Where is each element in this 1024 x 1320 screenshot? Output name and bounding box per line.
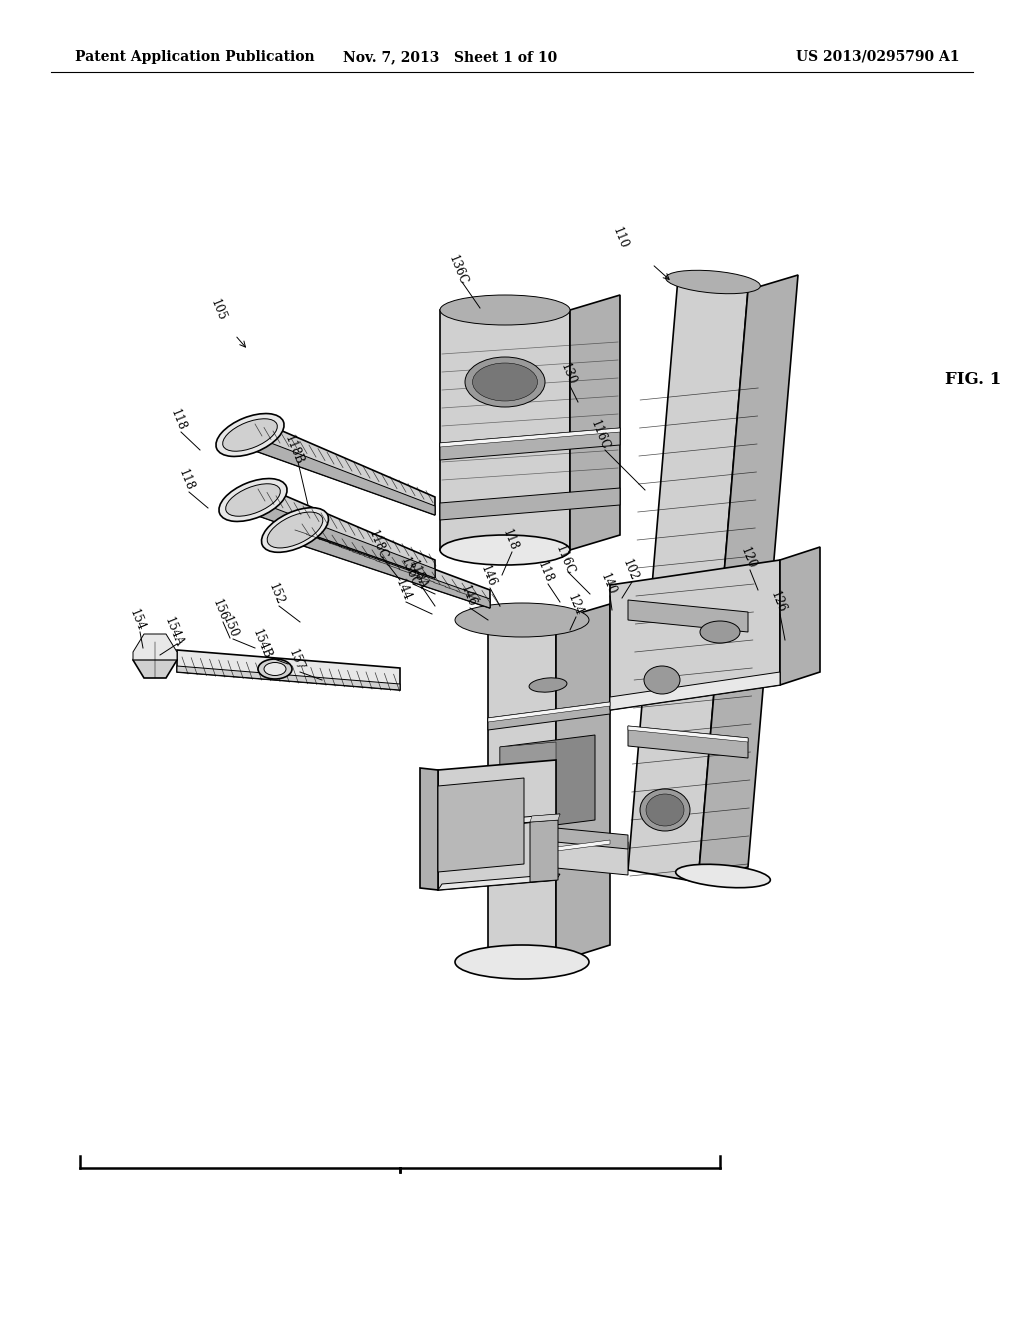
Polygon shape bbox=[570, 294, 620, 550]
Ellipse shape bbox=[440, 535, 570, 565]
Text: 152: 152 bbox=[266, 581, 286, 607]
Polygon shape bbox=[440, 310, 570, 550]
Ellipse shape bbox=[646, 795, 684, 826]
Text: 136C: 136C bbox=[446, 253, 470, 286]
Text: Patent Application Publication: Patent Application Publication bbox=[75, 50, 314, 63]
Text: 150: 150 bbox=[220, 614, 241, 640]
Polygon shape bbox=[438, 760, 556, 830]
Ellipse shape bbox=[455, 945, 589, 979]
Ellipse shape bbox=[700, 620, 740, 643]
Text: 118B: 118B bbox=[283, 433, 306, 467]
Text: 146: 146 bbox=[478, 564, 499, 589]
Text: 118: 118 bbox=[500, 527, 520, 553]
Polygon shape bbox=[250, 417, 435, 515]
Polygon shape bbox=[438, 814, 560, 830]
Ellipse shape bbox=[222, 418, 278, 451]
Polygon shape bbox=[610, 560, 780, 710]
Polygon shape bbox=[438, 820, 556, 890]
Text: 124: 124 bbox=[565, 593, 585, 618]
Polygon shape bbox=[628, 726, 748, 758]
Polygon shape bbox=[500, 735, 595, 832]
Ellipse shape bbox=[267, 512, 323, 548]
Polygon shape bbox=[295, 517, 490, 609]
Text: 116C: 116C bbox=[553, 543, 577, 577]
Polygon shape bbox=[488, 702, 610, 722]
Text: 154A: 154A bbox=[162, 615, 185, 648]
Text: 105: 105 bbox=[208, 297, 228, 323]
Ellipse shape bbox=[455, 603, 589, 638]
Polygon shape bbox=[530, 820, 558, 882]
Text: FIG. 1: FIG. 1 bbox=[945, 371, 1001, 388]
Text: 118A: 118A bbox=[407, 558, 430, 591]
Text: 126: 126 bbox=[768, 589, 788, 615]
Polygon shape bbox=[488, 702, 610, 730]
Text: Nov. 7, 2013   Sheet 1 of 10: Nov. 7, 2013 Sheet 1 of 10 bbox=[343, 50, 557, 63]
Text: 140: 140 bbox=[598, 572, 618, 597]
Polygon shape bbox=[628, 279, 748, 882]
Text: 130: 130 bbox=[558, 362, 579, 387]
Text: 118: 118 bbox=[176, 467, 197, 492]
Ellipse shape bbox=[465, 356, 545, 407]
Polygon shape bbox=[780, 546, 820, 685]
Text: 154: 154 bbox=[127, 607, 147, 632]
Polygon shape bbox=[488, 620, 556, 962]
Polygon shape bbox=[133, 642, 177, 678]
Polygon shape bbox=[440, 488, 620, 520]
Ellipse shape bbox=[264, 663, 286, 676]
Text: 102: 102 bbox=[620, 557, 640, 582]
Polygon shape bbox=[438, 874, 560, 890]
Text: 154B: 154B bbox=[250, 627, 273, 661]
Text: 120: 120 bbox=[738, 545, 758, 570]
Text: 146: 146 bbox=[458, 583, 478, 609]
Polygon shape bbox=[610, 672, 780, 710]
Polygon shape bbox=[295, 531, 490, 609]
Polygon shape bbox=[177, 667, 400, 690]
Ellipse shape bbox=[666, 271, 761, 294]
Text: 118: 118 bbox=[535, 560, 555, 585]
Polygon shape bbox=[133, 634, 177, 660]
Polygon shape bbox=[530, 814, 560, 822]
Ellipse shape bbox=[216, 413, 284, 457]
Ellipse shape bbox=[529, 678, 567, 692]
Text: 116C: 116C bbox=[588, 418, 612, 451]
Polygon shape bbox=[438, 777, 524, 873]
Polygon shape bbox=[500, 742, 556, 832]
Ellipse shape bbox=[261, 508, 329, 552]
Polygon shape bbox=[628, 601, 748, 632]
Text: 144: 144 bbox=[393, 577, 414, 603]
Text: 157: 157 bbox=[286, 647, 306, 673]
Text: 156: 156 bbox=[210, 597, 230, 623]
Text: 118C: 118C bbox=[367, 528, 390, 562]
Polygon shape bbox=[488, 840, 610, 869]
Polygon shape bbox=[253, 482, 435, 578]
Polygon shape bbox=[488, 840, 610, 861]
Polygon shape bbox=[556, 836, 628, 875]
Text: 118: 118 bbox=[168, 408, 188, 433]
Ellipse shape bbox=[219, 479, 287, 521]
Polygon shape bbox=[420, 768, 438, 890]
Text: US 2013/0295790 A1: US 2013/0295790 A1 bbox=[797, 50, 961, 63]
Ellipse shape bbox=[676, 865, 770, 888]
Polygon shape bbox=[177, 649, 400, 690]
Polygon shape bbox=[440, 428, 620, 459]
Text: 136C: 136C bbox=[398, 554, 422, 589]
Ellipse shape bbox=[472, 363, 538, 401]
Polygon shape bbox=[253, 500, 435, 578]
Ellipse shape bbox=[225, 483, 281, 516]
Polygon shape bbox=[556, 828, 628, 849]
Ellipse shape bbox=[640, 789, 690, 832]
Ellipse shape bbox=[258, 659, 292, 678]
Polygon shape bbox=[250, 436, 435, 515]
Polygon shape bbox=[440, 428, 620, 447]
Ellipse shape bbox=[440, 294, 570, 325]
Polygon shape bbox=[556, 605, 610, 962]
Ellipse shape bbox=[644, 667, 680, 694]
Text: 110: 110 bbox=[610, 226, 630, 251]
Polygon shape bbox=[698, 275, 798, 882]
Polygon shape bbox=[628, 726, 748, 742]
